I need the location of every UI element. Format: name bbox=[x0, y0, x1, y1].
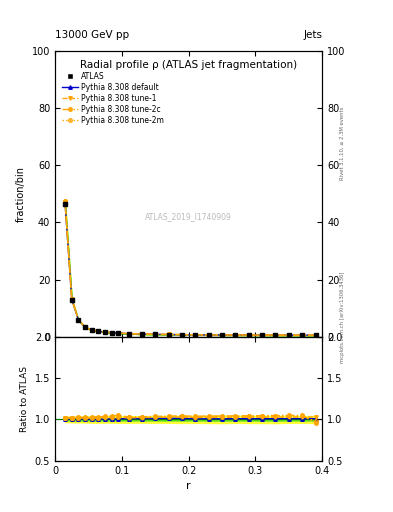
Text: Jets: Jets bbox=[303, 30, 322, 40]
X-axis label: r: r bbox=[186, 481, 191, 491]
Y-axis label: fraction/bin: fraction/bin bbox=[16, 166, 26, 222]
Text: Radial profile ρ (ATLAS jet fragmentation): Radial profile ρ (ATLAS jet fragmentatio… bbox=[80, 60, 297, 70]
Text: ATLAS_2019_I1740909: ATLAS_2019_I1740909 bbox=[145, 212, 232, 221]
Text: mcplots.cern.ch [arXiv:1306.3436]: mcplots.cern.ch [arXiv:1306.3436] bbox=[340, 272, 345, 363]
Y-axis label: Ratio to ATLAS: Ratio to ATLAS bbox=[20, 366, 29, 432]
Legend: ATLAS, Pythia 8.308 default, Pythia 8.308 tune-1, Pythia 8.308 tune-2c, Pythia 8: ATLAS, Pythia 8.308 default, Pythia 8.30… bbox=[62, 72, 164, 125]
Text: 13000 GeV pp: 13000 GeV pp bbox=[55, 30, 129, 40]
Text: Rivet 3.1.10, ≥ 2.3M events: Rivet 3.1.10, ≥ 2.3M events bbox=[340, 106, 345, 180]
